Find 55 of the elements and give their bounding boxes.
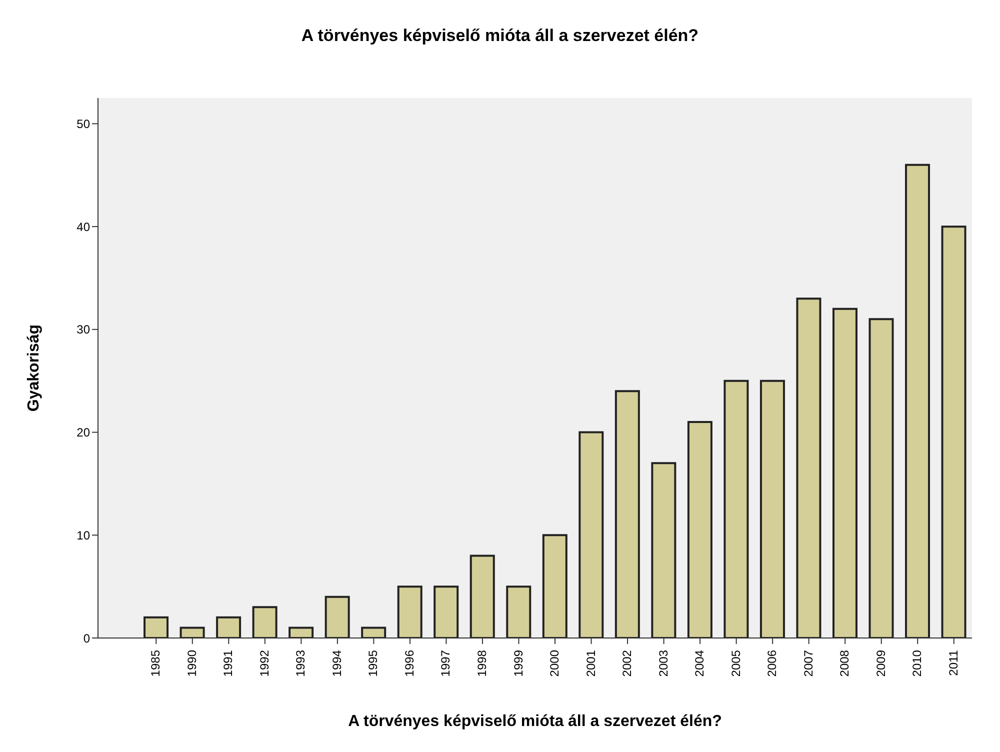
bar — [252, 606, 278, 638]
x-tick-label: 2003 — [656, 650, 670, 677]
x-tick-label: 2006 — [765, 650, 780, 677]
y-tick-label: 0 — [83, 631, 90, 646]
bar — [216, 616, 242, 638]
x-tick-label: 2004 — [692, 650, 707, 677]
x-tick-label: 1999 — [511, 650, 526, 677]
bar — [144, 616, 169, 638]
bar — [324, 596, 350, 638]
bar — [651, 462, 676, 638]
y-axis-title: Gyakoriság — [26, 324, 43, 412]
x-tick-label: 1991 — [221, 650, 236, 677]
bar — [941, 226, 966, 638]
bar — [470, 554, 495, 638]
x-tick-label: 1995 — [366, 650, 380, 677]
x-tick-label: 2009 — [874, 650, 888, 677]
x-tick-label: 1993 — [294, 650, 308, 677]
bar — [832, 308, 858, 638]
bar — [905, 164, 930, 638]
bar — [868, 318, 894, 638]
x-tick-label: 1996 — [402, 650, 416, 677]
bar — [614, 390, 640, 638]
y-tick-label: 50 — [76, 116, 90, 131]
bar — [724, 380, 749, 638]
x-tick-label: 2001 — [584, 650, 598, 677]
x-tick-label: 2007 — [801, 650, 816, 677]
x-tick-label: 1992 — [257, 650, 272, 677]
bar — [687, 421, 712, 638]
bar — [796, 298, 822, 638]
x-tick-label: 2002 — [620, 650, 634, 677]
bar — [180, 626, 205, 638]
x-tick-label: 1994 — [330, 650, 344, 677]
bar — [578, 431, 604, 638]
bar — [397, 586, 422, 638]
y-tick-label: 10 — [76, 528, 90, 542]
x-tick-label: 2011 — [946, 650, 960, 676]
y-tick-label: 40 — [76, 220, 90, 234]
x-tick-label: 1998 — [475, 650, 489, 677]
x-tick-label: 2005 — [728, 650, 743, 677]
x-tick-label: 2010 — [910, 650, 924, 677]
x-tick-label: 1985 — [148, 650, 163, 677]
bar — [361, 626, 386, 638]
bar — [542, 534, 568, 638]
x-tick-label: 1997 — [438, 650, 453, 677]
y-tick-label: 30 — [76, 322, 90, 337]
bar — [288, 626, 314, 638]
y-tick-label: 20 — [76, 426, 90, 440]
x-tick-label: 2008 — [838, 650, 852, 677]
bar — [760, 380, 785, 638]
x-axis-title: A törvényes képviselő mióta áll a szervezet élén? — [348, 713, 722, 730]
bar — [434, 586, 459, 638]
bar — [506, 586, 532, 638]
x-tick-label: 1990 — [184, 650, 199, 677]
chart-title: A törvényes képviselő mióta áll a szervezet élén? — [300, 25, 700, 47]
x-tick-label: 2000 — [548, 650, 562, 677]
